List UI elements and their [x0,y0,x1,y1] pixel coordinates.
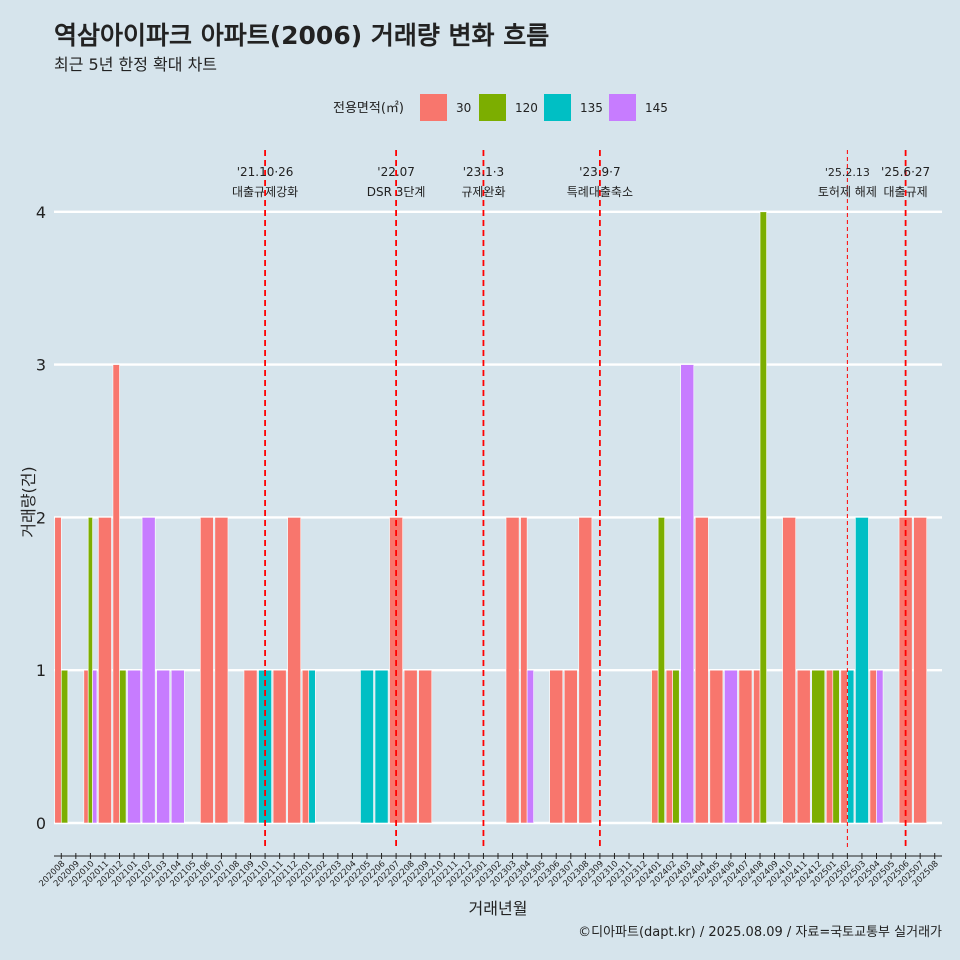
bar-202408-30 [753,669,761,824]
bar-202410-30 [782,517,796,824]
event-label-202502: 토허제 해제 [818,185,877,199]
y-tick-label: 0 [36,814,46,833]
bar-202504-30 [869,669,877,824]
chart-title: 역삼아이파크 아파트(2006) 거래량 변화 흐름 [54,21,549,50]
bar-202401-120 [657,517,665,824]
bar-202209-30 [418,669,433,824]
bar-202102-145 [141,517,156,824]
event-label-202309: 특례대출축소 [567,185,633,199]
bar-202008-30 [54,517,62,824]
chart-subtitle: 최근 5년 한정 확대 차트 [54,55,217,74]
legend-label-135: 135 [580,101,603,115]
bar-202403-145 [680,364,695,824]
bar-202303-30 [505,517,520,824]
bar-202201-135 [308,669,316,824]
bar-202402-120 [672,669,680,824]
bar-202307-30 [563,669,578,824]
legend-key-145 [609,94,636,121]
bar-202406-145 [724,669,738,824]
bar-202404-30 [694,517,709,824]
caption: ©디아파트(dapt.kr) / 2025.08.09 / 자료=국토교통부 실… [578,925,942,940]
legend-label-145: 145 [645,101,668,115]
bar-202104-145 [170,669,185,824]
event-date-202502: '25.2.13 [825,166,870,179]
legend-label-120: 120 [515,101,538,115]
bars [54,211,928,824]
bar-202101-145 [127,669,141,824]
event-date-202506: '25.6·27 [881,165,930,179]
bar-202308-30 [578,517,593,824]
event-lines: '21.10·26 대출규제강화 '22.07 DSR 3단계 '23.1·3 규제완화 '… [232,150,930,850]
bar-202201-30 [301,669,310,824]
bar-202008-120 [60,669,69,824]
bar-202504-145 [876,669,884,824]
y-tick-label: 1 [36,661,46,680]
legend-key-30 [420,94,447,121]
bar-202502-30 [840,669,848,824]
legend-title: 전용면적(㎡) [333,101,404,116]
bar-202408-120 [759,211,767,824]
event-label-202110: 대출규제강화 [232,185,298,199]
bar-202306-30 [549,669,564,824]
bar-202503-135 [855,517,869,824]
bar-202109-30 [243,669,258,824]
bar-202010-30 [83,669,89,824]
bar-202412-120 [811,669,826,824]
bar-202304-30 [520,517,528,824]
bar-202405-30 [709,669,724,824]
event-date-202207: '22.07 [377,165,415,179]
y-tick-label: 3 [36,356,46,375]
bar-202502-135 [847,669,855,824]
y-tick-label: 2 [36,508,46,527]
bar-202103-145 [156,669,171,824]
y-axis-label: 거래량(건) [19,466,38,537]
bar-202107-30 [214,517,229,824]
bar-202112-30 [287,517,302,824]
bar-202012-120 [119,669,127,824]
event-label-202301: 규제완화 [461,185,505,199]
x-axis: 2020082020092020102020112020122021012021… [37,853,942,889]
event-date-202110: '21.10·26 [237,165,294,179]
bar-202402-30 [665,669,673,824]
event-label-202506: 대출규제 [884,185,928,199]
bar-202507-30 [913,517,928,824]
bar-202206-135 [374,669,389,824]
bar-202111-30 [272,669,287,824]
bar-202501-120 [832,669,840,824]
bar-202205-135 [360,669,374,824]
bar-202407-30 [738,669,753,824]
legend: 전용면적(㎡) 30 120 135 145 [333,94,668,121]
bar-202304-145 [526,669,534,824]
bar-202010-145 [92,669,98,824]
bar-202208-30 [403,669,418,824]
bar-202411-30 [796,669,811,824]
bar-202010-120 [87,517,93,824]
event-label-202207: DSR 3단계 [367,185,426,199]
event-date-202309: '23.9·7 [579,165,620,179]
bar-202011-30 [98,517,112,824]
legend-key-135 [544,94,571,121]
bar-202401-30 [651,669,659,824]
bar-202012-30 [112,364,120,824]
legend-key-120 [479,94,506,121]
y-tick-label: 4 [36,203,46,222]
legend-label-30: 30 [456,101,471,115]
event-date-202301: '23.1·3 [463,165,504,179]
bar-202106-30 [200,517,214,824]
x-axis-label: 거래년월 [469,899,528,918]
y-axis: 0 1 2 3 4 [36,203,46,833]
bar-202501-30 [825,669,834,824]
